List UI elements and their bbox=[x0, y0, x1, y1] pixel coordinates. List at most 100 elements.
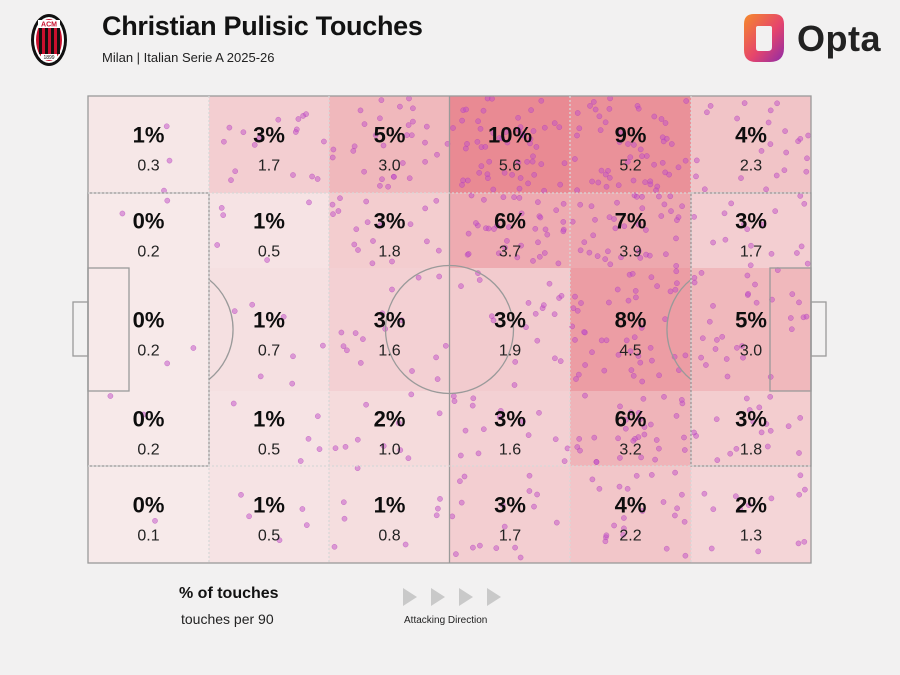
touch-dot bbox=[404, 132, 410, 138]
touch-dot bbox=[557, 181, 564, 188]
cell-pct-r5-c2: 1% bbox=[253, 493, 285, 518]
touch-dot bbox=[672, 286, 679, 293]
touch-dot bbox=[574, 307, 581, 314]
touch-dot bbox=[459, 117, 465, 124]
cell-pct-r2-c5: 7% bbox=[615, 209, 647, 234]
touch-dot bbox=[618, 254, 624, 261]
touch-dot bbox=[576, 436, 583, 442]
touch-dot bbox=[590, 99, 597, 105]
touch-dot bbox=[801, 538, 808, 545]
touch-dot bbox=[496, 414, 503, 420]
heat-cell-r1-c2 bbox=[209, 96, 329, 193]
touch-dot bbox=[740, 354, 746, 361]
touch-dot bbox=[773, 172, 780, 179]
touch-dot bbox=[422, 158, 428, 165]
touch-dot bbox=[682, 552, 689, 559]
touch-dot bbox=[602, 119, 609, 126]
touch-dot bbox=[558, 292, 565, 299]
touch-dot bbox=[486, 158, 493, 165]
touch-dot bbox=[377, 222, 384, 229]
touch-dot bbox=[232, 168, 239, 175]
touch-dot bbox=[621, 223, 628, 230]
touch-dot bbox=[377, 115, 383, 122]
touch-dot bbox=[651, 161, 657, 168]
touch-dot bbox=[661, 201, 668, 208]
crest-text: ACM bbox=[41, 22, 57, 29]
touch-dot bbox=[152, 517, 158, 524]
touch-dot bbox=[475, 118, 481, 125]
touch-dot bbox=[575, 371, 582, 378]
touch-dot bbox=[674, 217, 680, 223]
touch-dot bbox=[681, 518, 688, 525]
touch-dot bbox=[673, 268, 680, 275]
cell-per90-r5-c3: 0.8 bbox=[378, 528, 400, 545]
touch-dot bbox=[616, 483, 623, 490]
touch-dot bbox=[458, 283, 464, 289]
touch-dot bbox=[596, 485, 603, 492]
touch-dot bbox=[520, 132, 527, 139]
touch-dot bbox=[518, 242, 524, 249]
touch-dot bbox=[648, 472, 655, 478]
touch-dot bbox=[551, 311, 558, 318]
touch-dot bbox=[574, 187, 580, 194]
touch-dot bbox=[316, 446, 323, 452]
touch-dot bbox=[525, 180, 531, 187]
heat-cells bbox=[88, 96, 811, 563]
touch-dot bbox=[614, 199, 620, 206]
touch-dot bbox=[560, 228, 567, 235]
touch-dot bbox=[577, 201, 584, 208]
touch-dot bbox=[435, 247, 442, 254]
touch-dot bbox=[480, 107, 487, 114]
touch-dot bbox=[107, 393, 114, 399]
touch-dot bbox=[625, 141, 631, 147]
touch-dot bbox=[710, 303, 716, 309]
touch-dot bbox=[555, 260, 562, 267]
touch-dot bbox=[256, 135, 263, 141]
opta-brand-text: Opta bbox=[797, 18, 882, 59]
touch-dot bbox=[662, 169, 669, 176]
touch-dot bbox=[470, 395, 477, 402]
touch-dot bbox=[422, 139, 428, 146]
touch-dot bbox=[436, 273, 443, 280]
heat-cell-r2-c3 bbox=[329, 193, 450, 268]
touch-dot bbox=[477, 542, 483, 549]
touch-dot bbox=[542, 226, 549, 233]
touch-dot bbox=[577, 247, 584, 254]
touch-dot bbox=[340, 343, 347, 350]
touch-dot bbox=[468, 192, 475, 199]
touch-dot bbox=[538, 97, 545, 104]
touch-dot bbox=[561, 458, 568, 464]
touch-dot bbox=[238, 491, 244, 498]
touch-dot bbox=[753, 299, 760, 306]
cell-per90-r3-c3: 1.6 bbox=[378, 343, 400, 360]
touch-dot bbox=[535, 199, 541, 205]
touch-dot bbox=[433, 197, 440, 204]
touch-dot bbox=[706, 318, 713, 325]
touch-dot bbox=[220, 212, 227, 218]
touch-dot bbox=[759, 221, 765, 228]
touch-dot bbox=[352, 330, 359, 336]
cell-pct-r4-c4: 3% bbox=[494, 407, 526, 432]
cell-per90-r4-c5: 3.2 bbox=[619, 442, 641, 459]
touch-dot bbox=[637, 359, 644, 366]
touch-dot bbox=[389, 258, 395, 265]
touch-dot bbox=[572, 293, 578, 300]
cell-per90-r3-c5: 4.5 bbox=[619, 343, 641, 360]
touch-dot bbox=[140, 411, 147, 418]
attacking-direction-label: Attacking Direction bbox=[404, 615, 488, 626]
touch-dot bbox=[663, 251, 669, 258]
touch-dot bbox=[727, 450, 734, 457]
touch-dot bbox=[631, 334, 638, 341]
touch-dot bbox=[719, 333, 726, 340]
touch-dot bbox=[119, 210, 126, 217]
touch-dot bbox=[342, 443, 349, 450]
touch-dot bbox=[369, 260, 376, 267]
touch-dot bbox=[408, 391, 415, 398]
touch-dot bbox=[306, 199, 312, 206]
touch-dot bbox=[504, 139, 511, 146]
touch-dot bbox=[502, 244, 508, 251]
touch-dot bbox=[767, 141, 774, 147]
cell-per90-r1-c6: 2.3 bbox=[740, 158, 762, 175]
touch-dot bbox=[639, 378, 646, 385]
crest-year: 1899 bbox=[43, 55, 54, 61]
